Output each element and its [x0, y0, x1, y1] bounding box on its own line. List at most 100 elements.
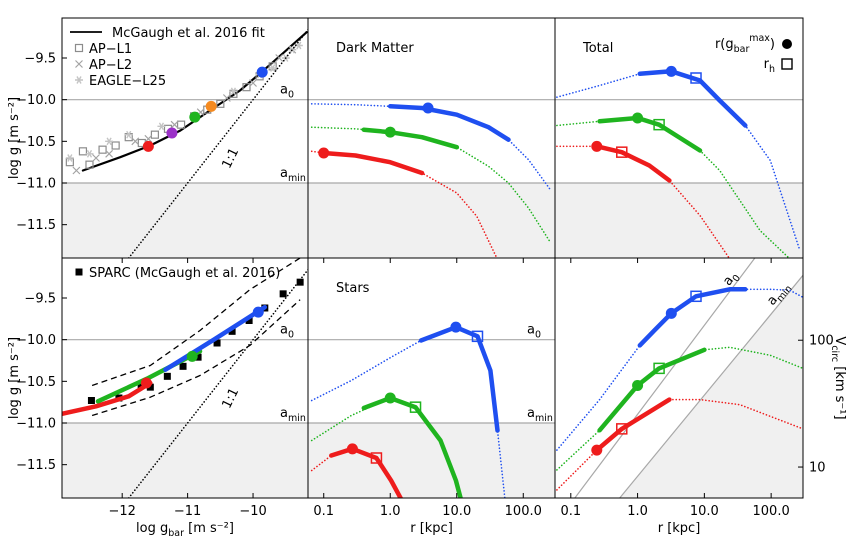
scatter-point [85, 160, 94, 169]
y-axis-label: log g [m s⁻²] [7, 97, 22, 179]
panel [555, 258, 803, 498]
scatter-point [268, 62, 277, 71]
scatter-point [78, 147, 88, 156]
reference-label: amin [527, 406, 553, 424]
scatter-point [111, 141, 120, 150]
marker-point [450, 321, 462, 333]
x-axis-label: r [kpc] [410, 521, 453, 536]
panel-frame [554, 257, 804, 499]
data-line [321, 150, 425, 176]
x-tick-label: 0.1 [560, 504, 581, 519]
data-line [387, 104, 511, 142]
reference-label-part: a [280, 406, 288, 421]
reference-label: a0 [280, 83, 294, 101]
panel-title: Total [582, 41, 613, 56]
legend-marker [75, 60, 83, 68]
legend-label: r(gbarmax) [715, 33, 775, 55]
marker-point [591, 444, 603, 456]
y-tick-label: −11.5 [16, 458, 56, 473]
legend-label: McGaugh et al. 2016 fit [112, 26, 265, 41]
reference-label-part: a [527, 323, 535, 338]
marker-point [422, 102, 434, 114]
legend-label-part: r(g [715, 37, 734, 52]
marker-point [690, 290, 702, 303]
reference-label: amin [280, 406, 306, 424]
shaded-region [308, 423, 555, 498]
marker-point [384, 126, 396, 138]
shaded-region [308, 183, 555, 258]
scatter-point [228, 327, 236, 335]
reference-label-part: 0 [288, 90, 294, 101]
reference-line [574, 258, 756, 498]
marker-point [616, 146, 628, 158]
marker-point [653, 118, 665, 131]
marker-point [409, 401, 422, 413]
reference-label: a0 [527, 323, 541, 341]
legend-label: SPARC (McGaugh et al. 2016) [89, 266, 280, 281]
x-axis-label-part: bar [168, 528, 184, 539]
legend-label-part: max [749, 33, 770, 44]
data-line [127, 28, 308, 258]
scatter-point [296, 278, 304, 286]
marker-point [166, 127, 178, 139]
data-line [597, 347, 707, 433]
legend-label-part: bar [734, 44, 750, 55]
y-tick-label: −10.0 [16, 93, 56, 108]
scatter-point [249, 79, 257, 87]
scatter-point [157, 122, 166, 131]
x-tick-label: 100.0 [505, 504, 542, 519]
reference-label-part: 0 [535, 330, 541, 341]
scatter-point [163, 372, 171, 380]
legend-label-part: ) [770, 37, 775, 52]
legend-label: rh [764, 57, 775, 75]
reference-label-part: min [288, 413, 306, 424]
reference-label-part: a [280, 323, 288, 338]
y-tick-label: 100 [809, 334, 834, 349]
marker-point [318, 147, 330, 159]
scatter-point [144, 134, 153, 143]
scatter-point [98, 145, 107, 154]
shaded-region [62, 423, 308, 498]
panel [308, 258, 555, 498]
data-line [594, 397, 672, 453]
marker-point [189, 111, 201, 123]
scatter-point [176, 120, 186, 129]
legend-marker [75, 76, 83, 84]
y-axis-label-part: V [832, 336, 847, 345]
data-line [91, 258, 301, 387]
marker-point [653, 362, 665, 375]
legend-marker [75, 268, 83, 276]
reference-label-part: 0 [288, 330, 294, 341]
x-tick-label: 1.0 [380, 504, 401, 519]
x-axis-label: r [kpc] [658, 521, 701, 536]
reference-label: amin [280, 166, 306, 184]
reference-label-part: min [535, 413, 553, 424]
data-line [163, 304, 268, 372]
x-tick-label: 10.0 [442, 504, 471, 519]
panel [62, 18, 308, 258]
legend-label-part: h [769, 64, 775, 75]
data-line [62, 380, 153, 417]
scatter-point [216, 99, 225, 108]
scatter-point [245, 317, 253, 324]
scatter-point [222, 94, 231, 102]
y-tick-label: −10.5 [16, 375, 56, 390]
panel [308, 18, 555, 258]
marker-point [140, 377, 152, 389]
scatter-point [87, 397, 95, 404]
x-tick-label: −12 [108, 504, 135, 519]
reference-line [619, 274, 803, 498]
marker-point [252, 306, 264, 318]
scatter-point [179, 362, 187, 370]
reference-label-part: a [527, 406, 535, 421]
legend-marker [782, 39, 792, 49]
legend-label: AP−L1 [89, 42, 132, 57]
x-tick-label: 100.0 [753, 504, 790, 519]
panel [62, 258, 308, 498]
data-line [361, 127, 460, 150]
scatter-point [150, 130, 160, 139]
scatter-point [170, 120, 179, 129]
marker-point [471, 330, 484, 343]
reference-label-part: min [288, 173, 306, 184]
x-axis-label-part: log g [136, 521, 168, 536]
